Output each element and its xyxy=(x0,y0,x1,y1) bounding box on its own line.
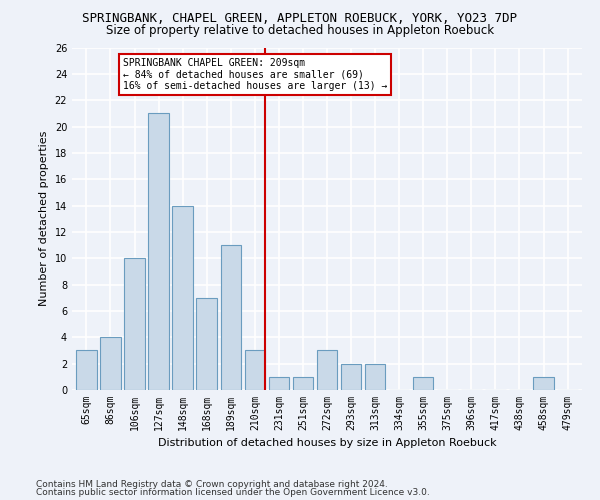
X-axis label: Distribution of detached houses by size in Appleton Roebuck: Distribution of detached houses by size … xyxy=(158,438,496,448)
Bar xyxy=(76,350,97,390)
Text: SPRINGBANK, CHAPEL GREEN, APPLETON ROEBUCK, YORK, YO23 7DP: SPRINGBANK, CHAPEL GREEN, APPLETON ROEBU… xyxy=(83,12,517,26)
Y-axis label: Number of detached properties: Number of detached properties xyxy=(39,131,49,306)
Bar xyxy=(365,364,385,390)
Text: Contains HM Land Registry data © Crown copyright and database right 2024.: Contains HM Land Registry data © Crown c… xyxy=(36,480,388,489)
Bar xyxy=(221,245,241,390)
Bar xyxy=(196,298,217,390)
Text: SPRINGBANK CHAPEL GREEN: 209sqm
← 84% of detached houses are smaller (69)
16% of: SPRINGBANK CHAPEL GREEN: 209sqm ← 84% of… xyxy=(122,58,387,91)
Bar xyxy=(341,364,361,390)
Bar xyxy=(269,377,289,390)
Bar xyxy=(172,206,193,390)
Text: Size of property relative to detached houses in Appleton Roebuck: Size of property relative to detached ho… xyxy=(106,24,494,37)
Bar xyxy=(413,377,433,390)
Bar xyxy=(245,350,265,390)
Text: Contains public sector information licensed under the Open Government Licence v3: Contains public sector information licen… xyxy=(36,488,430,497)
Bar xyxy=(533,377,554,390)
Bar xyxy=(317,350,337,390)
Bar xyxy=(124,258,145,390)
Bar xyxy=(293,377,313,390)
Bar xyxy=(148,114,169,390)
Bar xyxy=(100,338,121,390)
